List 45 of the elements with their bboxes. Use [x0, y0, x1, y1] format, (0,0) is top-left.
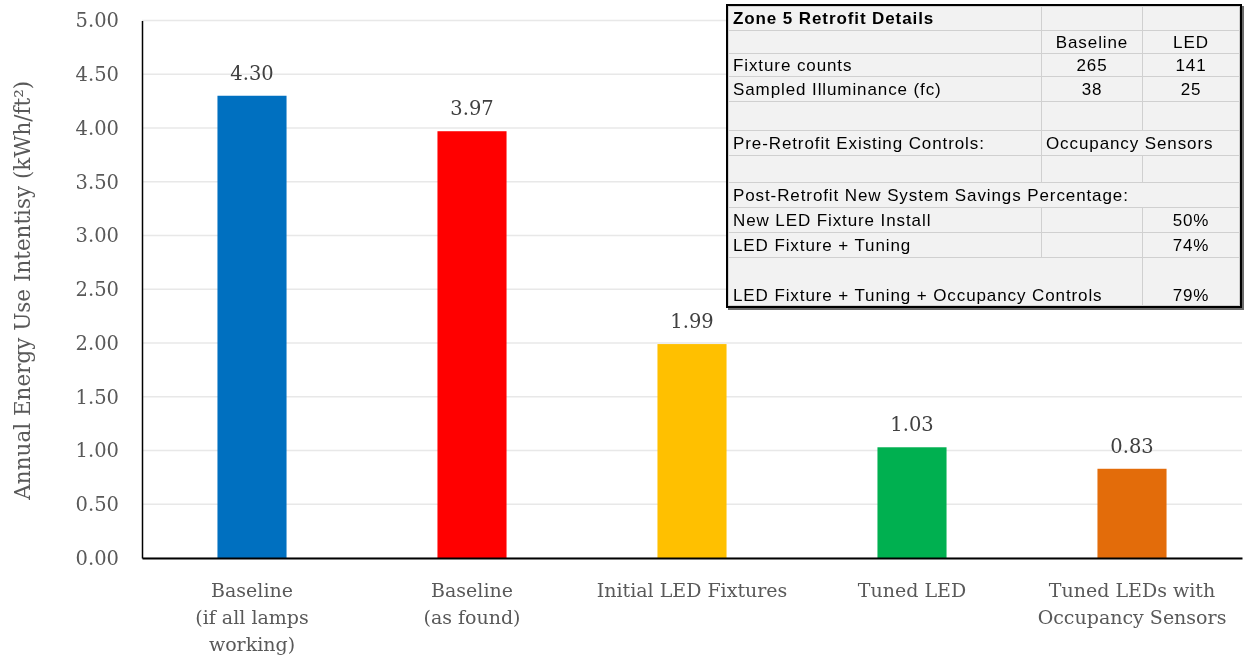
bar: [657, 344, 727, 558]
annotation: LED Fixture + Tuning: [733, 235, 912, 255]
annotation: Post-Retrofit New System Savings Percentage:: [733, 185, 1129, 205]
x-tick-label: Tuned LEDs with Occupancy Sensors: [1037, 579, 1227, 628]
y-tick-label: 3.00: [75, 224, 119, 248]
annotation: Occupancy Sensors: [1046, 133, 1214, 153]
annotation: 265: [1076, 55, 1108, 75]
annotation: LED: [1173, 32, 1209, 52]
data-label: 3.97: [450, 97, 494, 121]
annotation: 25: [1180, 79, 1202, 99]
bar: [217, 95, 287, 558]
annotation: 38: [1081, 79, 1103, 99]
y-tick-label: 2.00: [75, 331, 119, 355]
data-label: 0.83: [1110, 434, 1154, 458]
data-label: 4.30: [230, 61, 274, 85]
y-tick-label: 4.00: [75, 116, 119, 140]
bar: [877, 447, 947, 558]
y-axis-title: Annual Energy Use Intentisy (kWh/ft²): [10, 80, 35, 501]
x-tick-label: Baseline (if all lamps working): [195, 579, 309, 655]
x-tick-label: Baseline (as found): [423, 579, 521, 628]
y-tick-label: 0.00: [75, 546, 119, 570]
annotation: LED Fixture + Tuning + Occupancy Controls: [733, 286, 1103, 305]
annotation: Pre-Retrofit Existing Controls:: [733, 133, 985, 153]
x-tick-label: Initial LED Fixtures: [596, 579, 788, 601]
y-tick-label: 0.50: [75, 492, 119, 516]
annotation: Sampled Illuminance (fc): [733, 79, 942, 99]
data-label: 1.99: [670, 310, 714, 334]
text: Zone 5 Retrofit Details: [733, 9, 935, 28]
y-tick-label: 1.00: [75, 439, 119, 463]
data-label: 1.03: [890, 413, 934, 437]
annotation: Baseline: [1055, 32, 1129, 52]
x-tick-label: Tuned LED: [857, 579, 967, 601]
annotation: 141: [1175, 55, 1207, 75]
y-tick-label: 1.50: [75, 385, 119, 409]
annotation: Fixture counts: [733, 55, 853, 75]
annotation: 79%: [1172, 286, 1210, 305]
annotation: New LED Fixture Install: [733, 210, 932, 230]
y-tick-label: 3.50: [75, 170, 119, 194]
annotation: 50%: [1172, 210, 1210, 230]
bar: [1097, 468, 1167, 558]
annotation: 74%: [1172, 235, 1210, 255]
y-tick-label: 5.00: [75, 9, 119, 33]
bar: [437, 131, 507, 558]
y-tick-label: 4.50: [75, 62, 119, 86]
y-tick-label: 2.50: [75, 277, 119, 301]
